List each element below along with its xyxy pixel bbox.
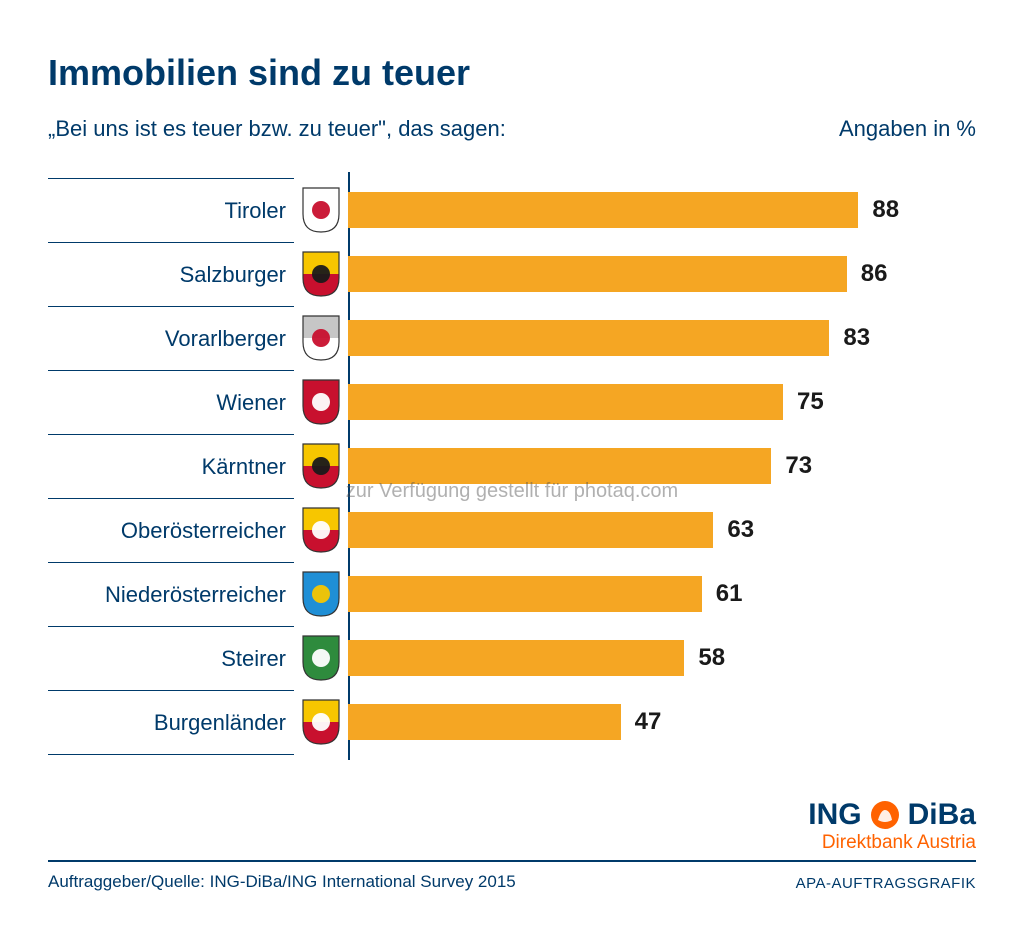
- row-label: Kärntner: [48, 434, 294, 498]
- ooe-crest-icon: [294, 506, 348, 554]
- bar-value: 88: [872, 196, 899, 224]
- subtitle-left: „Bei uns ist es teuer bzw. zu teuer", da…: [48, 116, 506, 142]
- noe-crest-icon: [294, 570, 348, 618]
- brand-subline: Direktbank Austria: [48, 832, 976, 854]
- salzburg-crest-icon: [294, 250, 348, 298]
- brand-ing: ING: [808, 798, 861, 832]
- footer-line: Auftraggeber/Quelle: ING-DiBa/ING Intern…: [48, 872, 976, 892]
- bar-cell: 75: [348, 370, 976, 434]
- bar: [348, 576, 702, 612]
- page: Immobilien sind zu teuer „Bei uns ist es…: [0, 0, 1024, 928]
- bar: [348, 384, 783, 420]
- stmk-crest-icon: [294, 634, 348, 682]
- bar-cell: 88: [348, 178, 976, 242]
- row-label: Vorarlberger: [48, 306, 294, 370]
- bar: [348, 640, 684, 676]
- bar-cell: 61: [348, 562, 976, 626]
- lion-icon: [870, 800, 900, 830]
- footer-rule: [48, 860, 976, 862]
- bar: [348, 320, 829, 356]
- kaernten-crest-icon: [294, 442, 348, 490]
- chart-row: Oberösterreicher 63: [48, 498, 976, 562]
- row-label: Oberösterreicher: [48, 498, 294, 562]
- chart-row: Steirer 58: [48, 626, 976, 690]
- apa-credit: APA-AUFTRAGSGRAFIK: [796, 875, 976, 892]
- bgl-crest-icon: [294, 698, 348, 746]
- row-label: Niederösterreicher: [48, 562, 294, 626]
- footer: ING DiBa Direktbank Austria Auftraggeber…: [48, 798, 976, 892]
- row-label: Steirer: [48, 626, 294, 690]
- source-text: Auftraggeber/Quelle: ING-DiBa/ING Intern…: [48, 872, 516, 892]
- bar-value: 61: [716, 580, 743, 608]
- bar: [348, 448, 771, 484]
- chart-row: Vorarlberger 83: [48, 306, 976, 370]
- chart-row: Burgenländer 47: [48, 690, 976, 754]
- chart-row: Niederösterreicher 61: [48, 562, 976, 626]
- chart-row: Kärntner 73: [48, 434, 976, 498]
- bar-value: 83: [843, 324, 870, 352]
- brand-logo: ING DiBa: [808, 798, 976, 832]
- bar-chart: Tiroler 88Salzburger 86Vorarlberger: [48, 178, 976, 755]
- brand-diba: DiBa: [908, 798, 976, 832]
- bar: [348, 256, 847, 292]
- chart-row: Tiroler 88: [48, 178, 976, 242]
- chart-row: Wiener 75: [48, 370, 976, 434]
- row-label: Tiroler: [48, 178, 294, 242]
- bar-value: 73: [785, 452, 812, 480]
- chart-title: Immobilien sind zu teuer: [48, 52, 976, 94]
- bar: [348, 512, 713, 548]
- bar-value: 63: [727, 516, 754, 544]
- bar-value: 47: [635, 708, 662, 736]
- bar-cell: 83: [348, 306, 976, 370]
- row-label: Wiener: [48, 370, 294, 434]
- chart-subtitle: „Bei uns ist es teuer bzw. zu teuer", da…: [48, 116, 976, 142]
- chart-row: Salzburger 86: [48, 242, 976, 306]
- bar: [348, 192, 858, 228]
- bar-value: 58: [698, 644, 725, 672]
- tirol-crest-icon: [294, 186, 348, 234]
- bar-cell: 86: [348, 242, 976, 306]
- bar-cell: 73: [348, 434, 976, 498]
- bar-value: 86: [861, 260, 888, 288]
- bar-cell: 47: [348, 690, 976, 754]
- row-label: Salzburger: [48, 242, 294, 306]
- wien-crest-icon: [294, 378, 348, 426]
- vorarlberg-crest-icon: [294, 314, 348, 362]
- bar-cell: 63: [348, 498, 976, 562]
- bar-cell: 58: [348, 626, 976, 690]
- bar: [348, 704, 621, 740]
- row-label: Burgenländer: [48, 690, 294, 754]
- brand-block: ING DiBa Direktbank Austria: [48, 798, 976, 854]
- bar-value: 75: [797, 388, 824, 416]
- subtitle-right: Angaben in %: [839, 116, 976, 142]
